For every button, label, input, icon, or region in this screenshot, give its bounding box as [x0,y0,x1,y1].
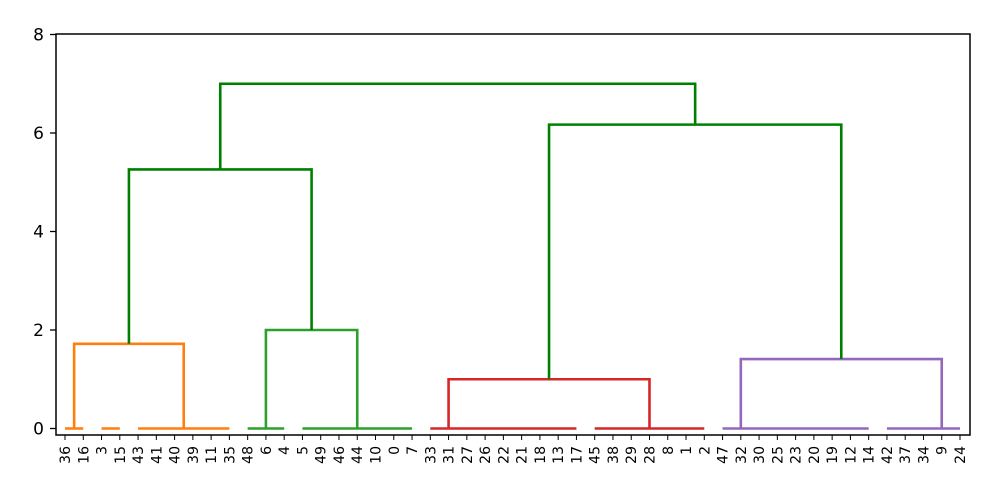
y-tick-label: 0 [33,420,44,440]
leaf-label: 19 [825,446,841,464]
y-tick-label: 4 [33,223,44,243]
leaf-label: 38 [606,446,622,464]
dendrogram-links [65,82,960,430]
leaf-label: 10 [369,446,385,464]
leaf-label: 40 [168,446,184,464]
dendrogram-link-u34 [547,123,843,380]
leaf-label: 14 [862,446,878,464]
leaf-label: 28 [642,446,658,464]
leaf-label: 13 [551,446,567,464]
leaf-label: 4 [277,446,293,455]
leaf-label: 44 [350,446,366,464]
leaf-label: 45 [588,446,604,464]
plot-background [56,34,970,435]
leaf-label: 37 [898,446,914,464]
leaf-label: 7 [405,446,421,455]
dendrogram-link-root [218,82,697,170]
leaf-label: 27 [460,446,476,464]
x-axis-leaf-labels: 36 16 3 15 43 41 40 39 11 35 48 6 4 5 49 46 44 10 0 7 33 31 27… [58,435,969,464]
leaf-label: 33 [423,446,439,464]
leaf-label: 24 [953,446,969,464]
leaf-label: 3 [95,446,111,455]
leaf-label: 36 [58,446,74,464]
leaf-label: 34 [916,446,932,464]
leaf-label: 43 [131,446,147,464]
leaf-label: 20 [807,446,823,464]
y-tick-label: 6 [33,124,44,144]
leaf-label: 2 [697,446,713,455]
y-tick-label: 2 [33,321,44,341]
leaf-label: 9 [935,446,951,455]
leaf-label: 15 [113,446,129,464]
leaf-label: 41 [149,446,165,464]
plot-frame [55,33,971,436]
leaf-label: 49 [314,446,330,464]
leaf-label: 29 [624,446,640,464]
leaf-label: 18 [533,446,549,464]
leaf-label: 25 [770,446,786,464]
leaf-label: 39 [186,446,202,464]
leaf-label: 0 [387,446,403,455]
leaf-label: 16 [76,446,92,464]
leaf-label: 8 [661,446,677,455]
leaf-label: 17 [569,446,585,464]
leaf-label: 21 [515,446,531,464]
leaf-label: 26 [478,446,494,464]
leaf-label: 30 [752,446,768,464]
leaf-label: 31 [442,446,458,464]
leaf-label: 1 [679,446,695,455]
leaf-label: 47 [716,446,732,464]
leaf-label: 11 [204,446,220,464]
leaf-label: 32 [734,446,750,464]
leaf-label: 48 [241,446,257,464]
leaf-label: 22 [496,446,512,464]
leaf-label: 12 [843,446,859,464]
y-axis: 0 2 4 6 8 [33,26,56,440]
leaf-label: 42 [880,446,896,464]
leaf-label: 23 [789,446,805,464]
leaf-label: 5 [295,446,311,455]
leaf-label: 35 [222,446,238,464]
leaf-label: 46 [332,446,348,464]
y-tick-label: 8 [33,26,44,46]
leaf-label: 6 [259,446,275,455]
